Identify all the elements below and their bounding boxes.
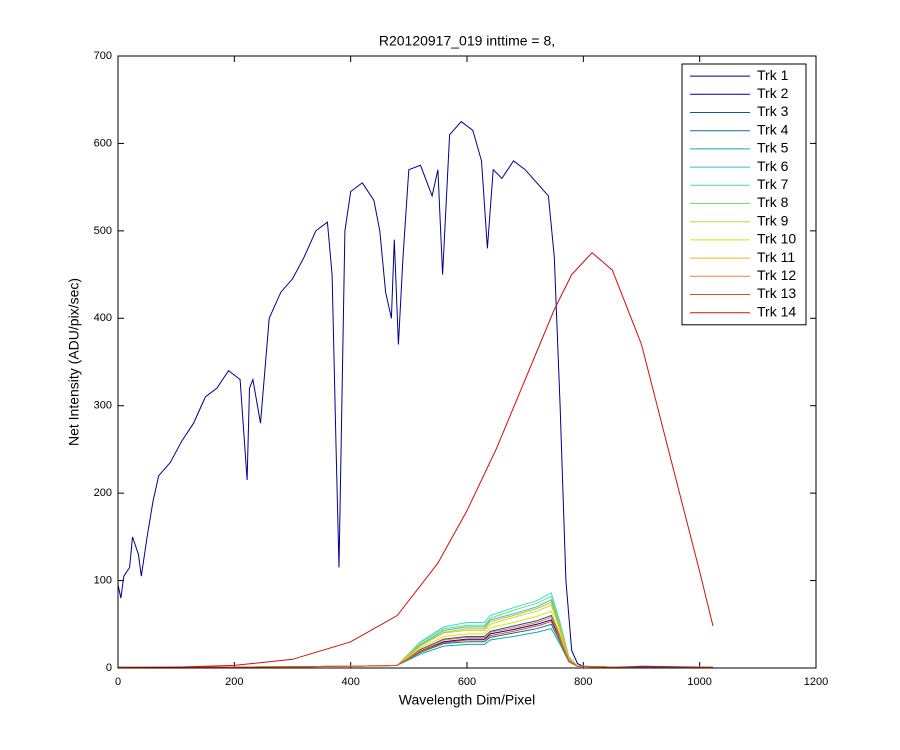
- x-tick-label: 800: [574, 676, 592, 688]
- legend-label: Trk 3: [757, 103, 789, 119]
- legend-label: Trk 7: [757, 176, 789, 192]
- y-tick-label: 500: [94, 225, 112, 237]
- series-line: [118, 621, 713, 668]
- x-tick-label: 0: [115, 676, 121, 688]
- x-tick-label: 1200: [804, 676, 828, 688]
- y-tick-label: 300: [94, 400, 112, 412]
- x-tick-label: 200: [225, 676, 243, 688]
- x-tick-label: 600: [458, 676, 476, 688]
- x-axis-label: Wavelength Dim/Pixel: [399, 692, 535, 708]
- legend-label: Trk 1: [757, 67, 789, 83]
- series-line: [117, 120, 714, 668]
- y-tick-label: 100: [94, 574, 112, 586]
- y-tick-label: 0: [106, 662, 112, 674]
- legend-label: Trk 10: [757, 231, 796, 247]
- legend-label: Trk 5: [757, 140, 789, 156]
- legend-label: Trk 6: [757, 158, 789, 174]
- y-tick-label: 600: [94, 137, 112, 149]
- legend-label: Trk 4: [757, 121, 789, 137]
- legend-label: Trk 8: [757, 194, 789, 210]
- y-tick-label: 400: [94, 312, 112, 324]
- axes-box: [117, 55, 817, 669]
- legend-label: Trk 13: [757, 285, 796, 301]
- y-tick-label: 700: [94, 50, 112, 62]
- legend-label: Trk 12: [757, 267, 796, 283]
- legend-label: Trk 11: [757, 249, 795, 265]
- y-axis-label: Net Intensity (ADU/pix/sec): [66, 278, 82, 446]
- legend-box: [681, 63, 807, 326]
- y-tick-label: 200: [94, 487, 112, 499]
- legend-label: Trk 2: [757, 85, 789, 101]
- series-line: [117, 252, 714, 669]
- legend-label: Trk 14: [757, 303, 796, 319]
- x-tick-label: 1000: [687, 676, 711, 688]
- legend-label: Trk 9: [757, 212, 789, 228]
- chart-title: R20120917_019 inttime = 8,: [379, 33, 555, 49]
- x-tick-label: 400: [341, 676, 359, 688]
